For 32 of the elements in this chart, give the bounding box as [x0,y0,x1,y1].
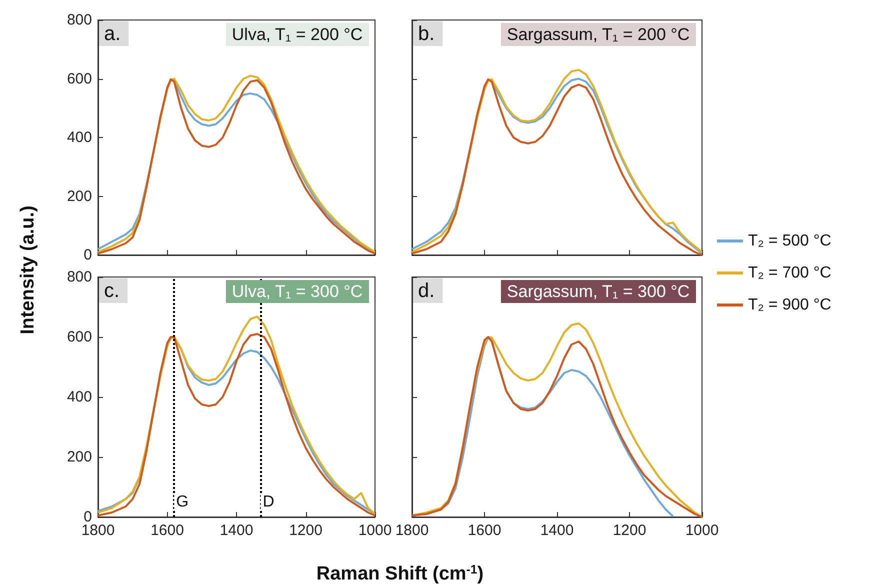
legend-label: T₂ = 700 °C [748,264,832,282]
ref-line-label: G [176,494,189,510]
annotation: a. [104,23,121,45]
x-tick-label: 1600 [150,522,184,539]
legend-label: T₂ = 900 °C [748,296,832,314]
annotation: b. [418,23,435,45]
x-tick-label: 1200 [612,522,646,539]
chart-title: Sargassum, T₁ = 200 °C [506,25,690,44]
annotation: c. [104,280,120,302]
x-tick-label: 1200 [289,522,322,539]
x-tick-label: 1000 [358,522,392,539]
chart-title: Ulva, T₁ = 300 °C [232,282,363,301]
legend-label: T₂ = 500 °C [748,232,832,250]
x-tick-label: 1800 [395,522,429,539]
x-tick-label: 1000 [685,522,719,539]
y-tick-label: 600 [66,328,92,346]
y-axis-title: Intensity (a.u.) [18,206,38,334]
x-tick-label: 1400 [540,522,574,539]
y-tick-label: 0 [84,246,92,264]
y-tick-label: 400 [66,388,92,406]
y-tick-label: 200 [66,188,92,205]
x-tick-label: 1600 [468,522,502,539]
y-tick-label: 800 [66,268,92,286]
y-tick-label: 200 [66,448,92,466]
y-tick-label: 600 [66,70,92,88]
annotation: d. [418,280,435,302]
chart-title: Sargassum, T₁ = 300 °C [506,282,690,301]
chart-title: Ulva, T₁ = 200 °C [232,25,363,44]
y-tick-label: 400 [66,129,92,146]
x-tick-label: 1400 [220,522,254,539]
ref-line-label: D [262,494,274,510]
y-tick-label: 800 [66,12,92,28]
